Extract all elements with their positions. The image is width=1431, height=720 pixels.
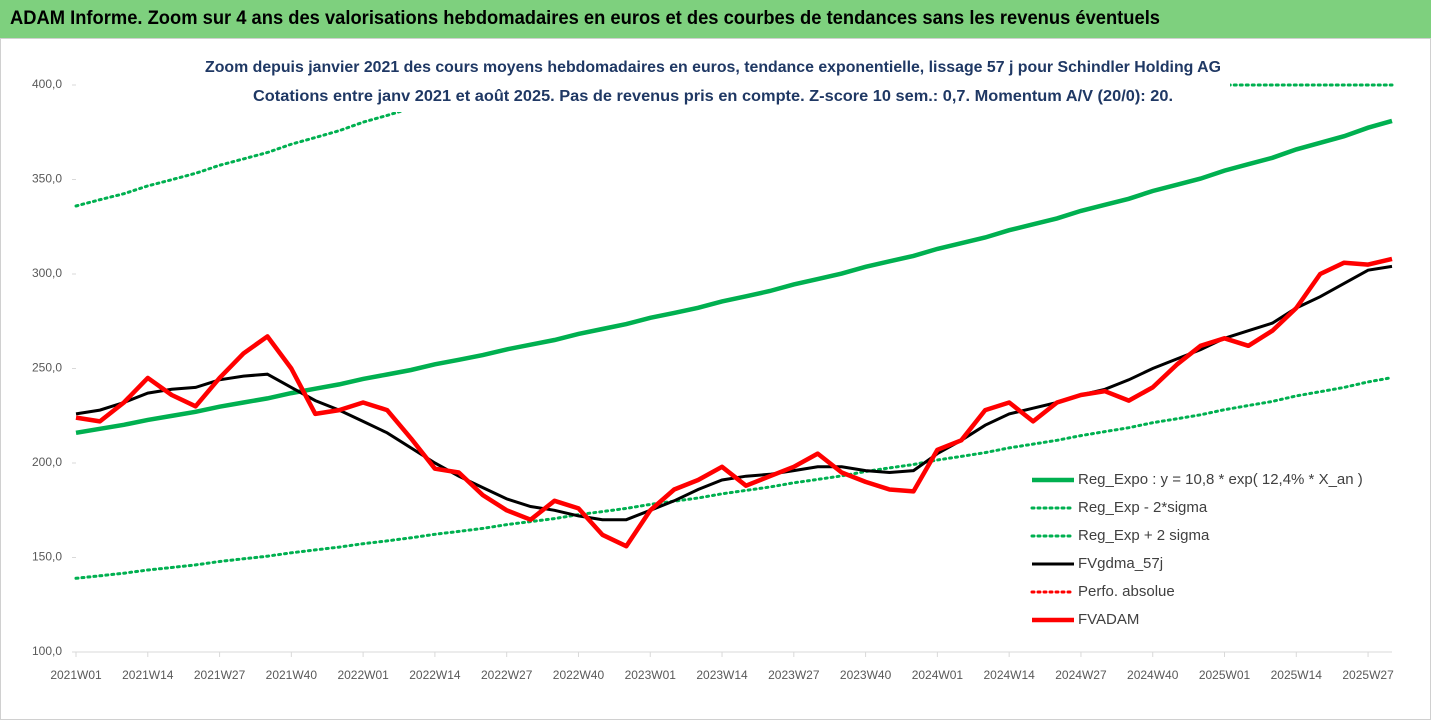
legend-label: FVgdma_57j xyxy=(1078,555,1163,572)
x-tick-label: 2021W01 xyxy=(50,668,102,682)
legend-label: Reg_Exp + 2 sigma xyxy=(1078,527,1210,544)
x-tick-label: 2025W01 xyxy=(1199,668,1251,682)
x-tick-label: 2023W40 xyxy=(840,668,892,682)
y-tick-label: 250,0 xyxy=(32,361,62,375)
y-tick-label: 350,0 xyxy=(32,172,62,186)
x-tick-label: 2021W40 xyxy=(266,668,318,682)
series-line xyxy=(75,118,1393,436)
chart-border xyxy=(0,38,1431,720)
legend-label: Reg_Expo : y = 10,8 * exp( 12,4% * X_an … xyxy=(1078,471,1363,488)
x-tick-label: 2024W14 xyxy=(983,668,1035,682)
x-tick-label: 2023W01 xyxy=(625,668,677,682)
y-tick-label: 150,0 xyxy=(32,550,62,564)
x-tick-label: 2022W14 xyxy=(409,668,461,682)
title-bar xyxy=(0,0,1431,38)
subtitle: Cotations entre janv 2021 et août 2025. … xyxy=(253,88,1173,105)
series-line xyxy=(75,256,1393,549)
x-tick-label: 2023W14 xyxy=(696,668,748,682)
x-tick-label: 2025W14 xyxy=(1271,668,1323,682)
x-tick-label: 2021W27 xyxy=(194,668,246,682)
y-tick-label: 400,0 xyxy=(32,77,62,91)
y-tick-label: 100,0 xyxy=(32,644,62,658)
x-tick-label: 2022W27 xyxy=(481,668,533,682)
x-tick-label: 2025W27 xyxy=(1342,668,1394,682)
legend-label: Perfo. absolue xyxy=(1078,583,1175,600)
subtitle-box xyxy=(196,52,1230,112)
x-tick-label: 2021W14 xyxy=(122,668,174,682)
subtitle: Zoom depuis janvier 2021 des cours moyen… xyxy=(205,59,1221,76)
x-tick-label: 2024W40 xyxy=(1127,668,1179,682)
y-tick-label: 200,0 xyxy=(32,455,62,469)
x-tick-label: 2023W27 xyxy=(768,668,820,682)
legend: Reg_Expo : y = 10,8 * exp( 12,4% * X_an … xyxy=(1030,471,1363,628)
legend-label: FVADAM xyxy=(1078,611,1139,628)
chart-title: ADAM Informe. Zoom sur 4 ans des valoris… xyxy=(10,8,1160,29)
x-tick-label: 2024W01 xyxy=(912,668,964,682)
x-tick-label: 2024W27 xyxy=(1055,668,1107,682)
y-tick-label: 300,0 xyxy=(32,266,62,280)
series-line xyxy=(74,376,1394,580)
series-line xyxy=(74,83,1394,208)
x-tick-label: 2022W01 xyxy=(337,668,389,682)
x-tick-label: 2022W40 xyxy=(553,668,605,682)
legend-label: Reg_Exp - 2*sigma xyxy=(1078,499,1208,516)
plot-area xyxy=(74,83,1394,580)
